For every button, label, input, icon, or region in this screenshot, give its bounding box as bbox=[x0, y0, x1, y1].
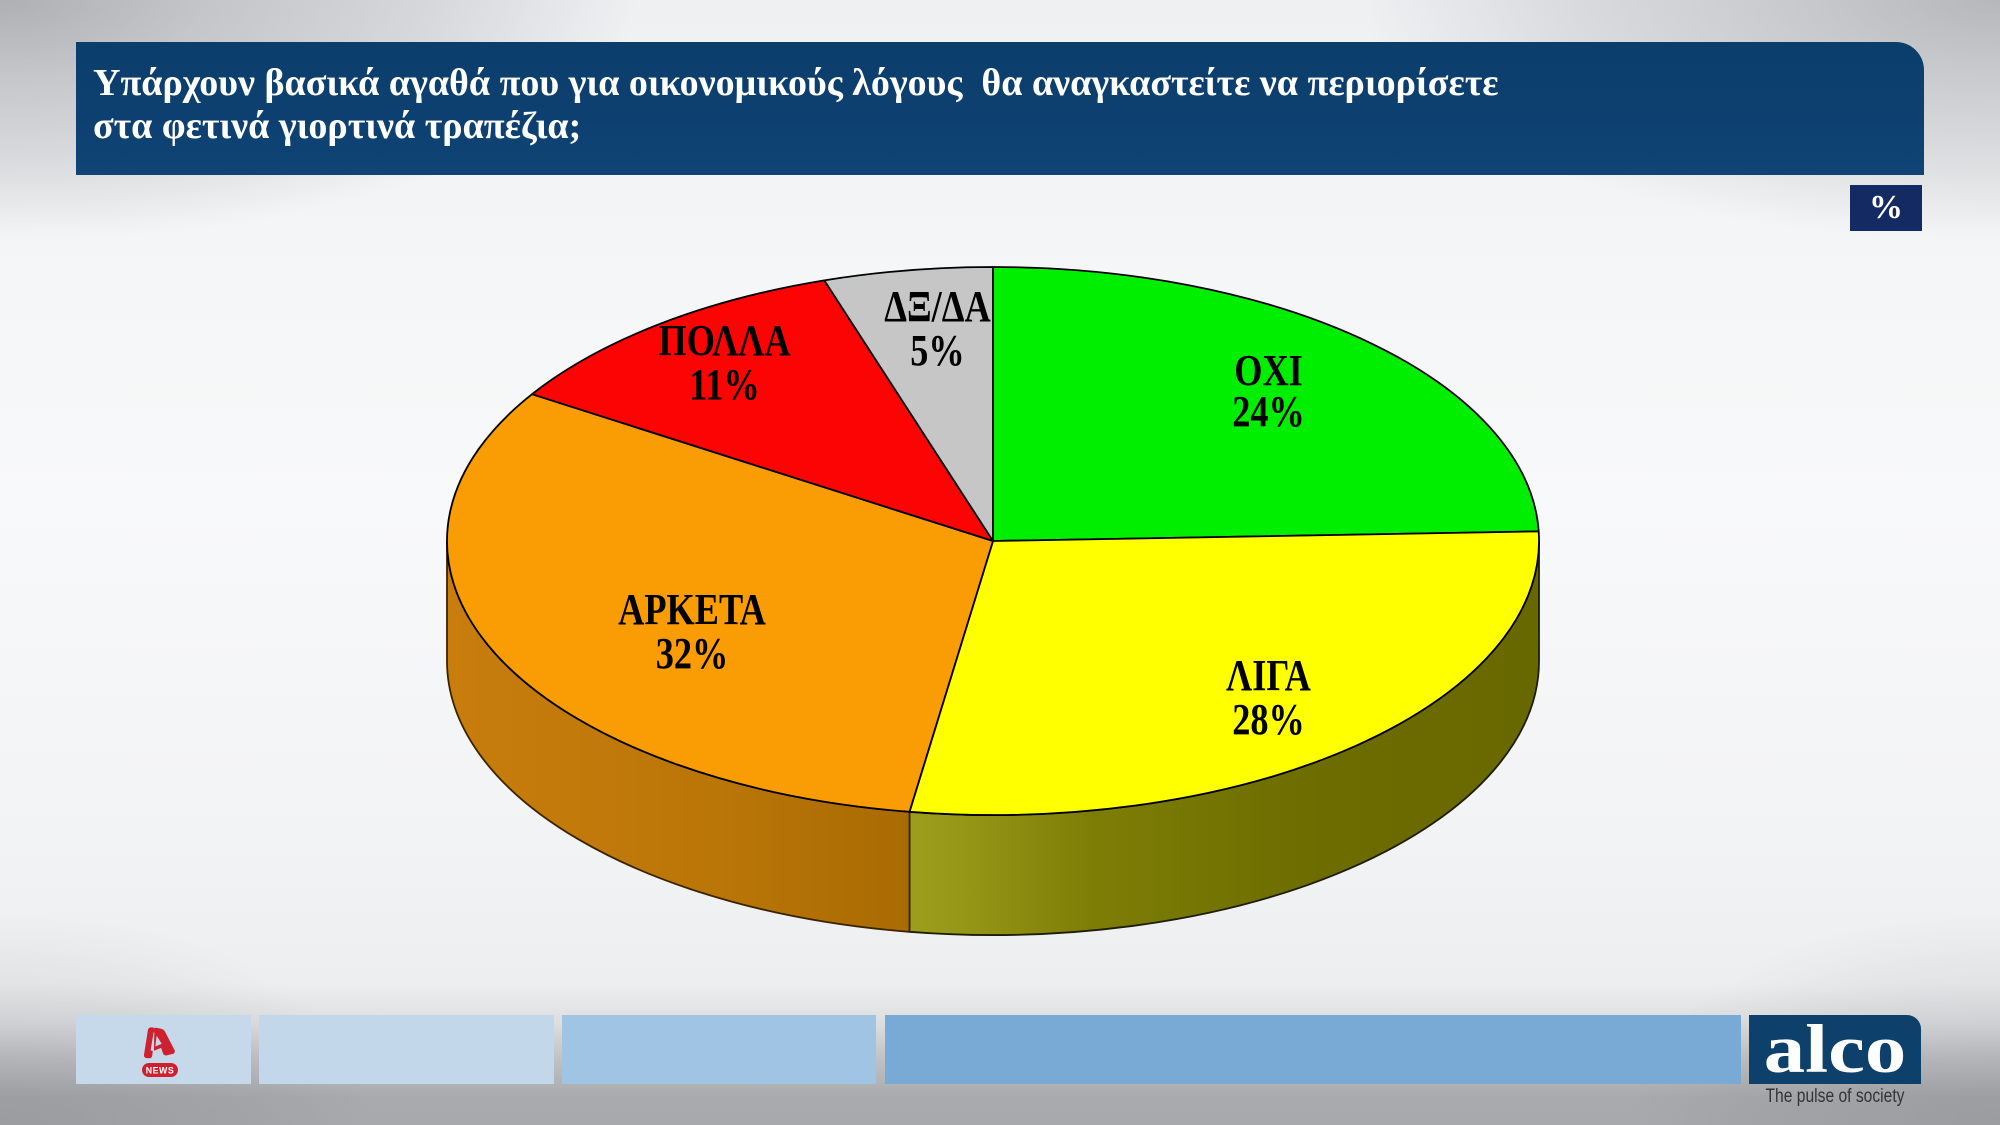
svg-text:5%: 5% bbox=[910, 326, 964, 375]
svg-text:11%: 11% bbox=[689, 360, 760, 409]
svg-text:ΔΞ/ΔΑ: ΔΞ/ΔΑ bbox=[884, 282, 990, 331]
svg-text:ΟΧΙ: ΟΧΙ bbox=[1234, 346, 1303, 395]
svg-text:24%: 24% bbox=[1232, 387, 1305, 436]
svg-text:NEWS: NEWS bbox=[146, 1066, 174, 1076]
svg-text:32%: 32% bbox=[656, 629, 729, 678]
svg-text:ΑΡΚΕΤΑ: ΑΡΚΕΤΑ bbox=[618, 585, 766, 634]
svg-text:28%: 28% bbox=[1232, 695, 1305, 744]
svg-text:ΠΟΛΛΑ: ΠΟΛΛΑ bbox=[658, 316, 790, 365]
svg-text:ΛΙΓΑ: ΛΙΓΑ bbox=[1226, 651, 1311, 700]
